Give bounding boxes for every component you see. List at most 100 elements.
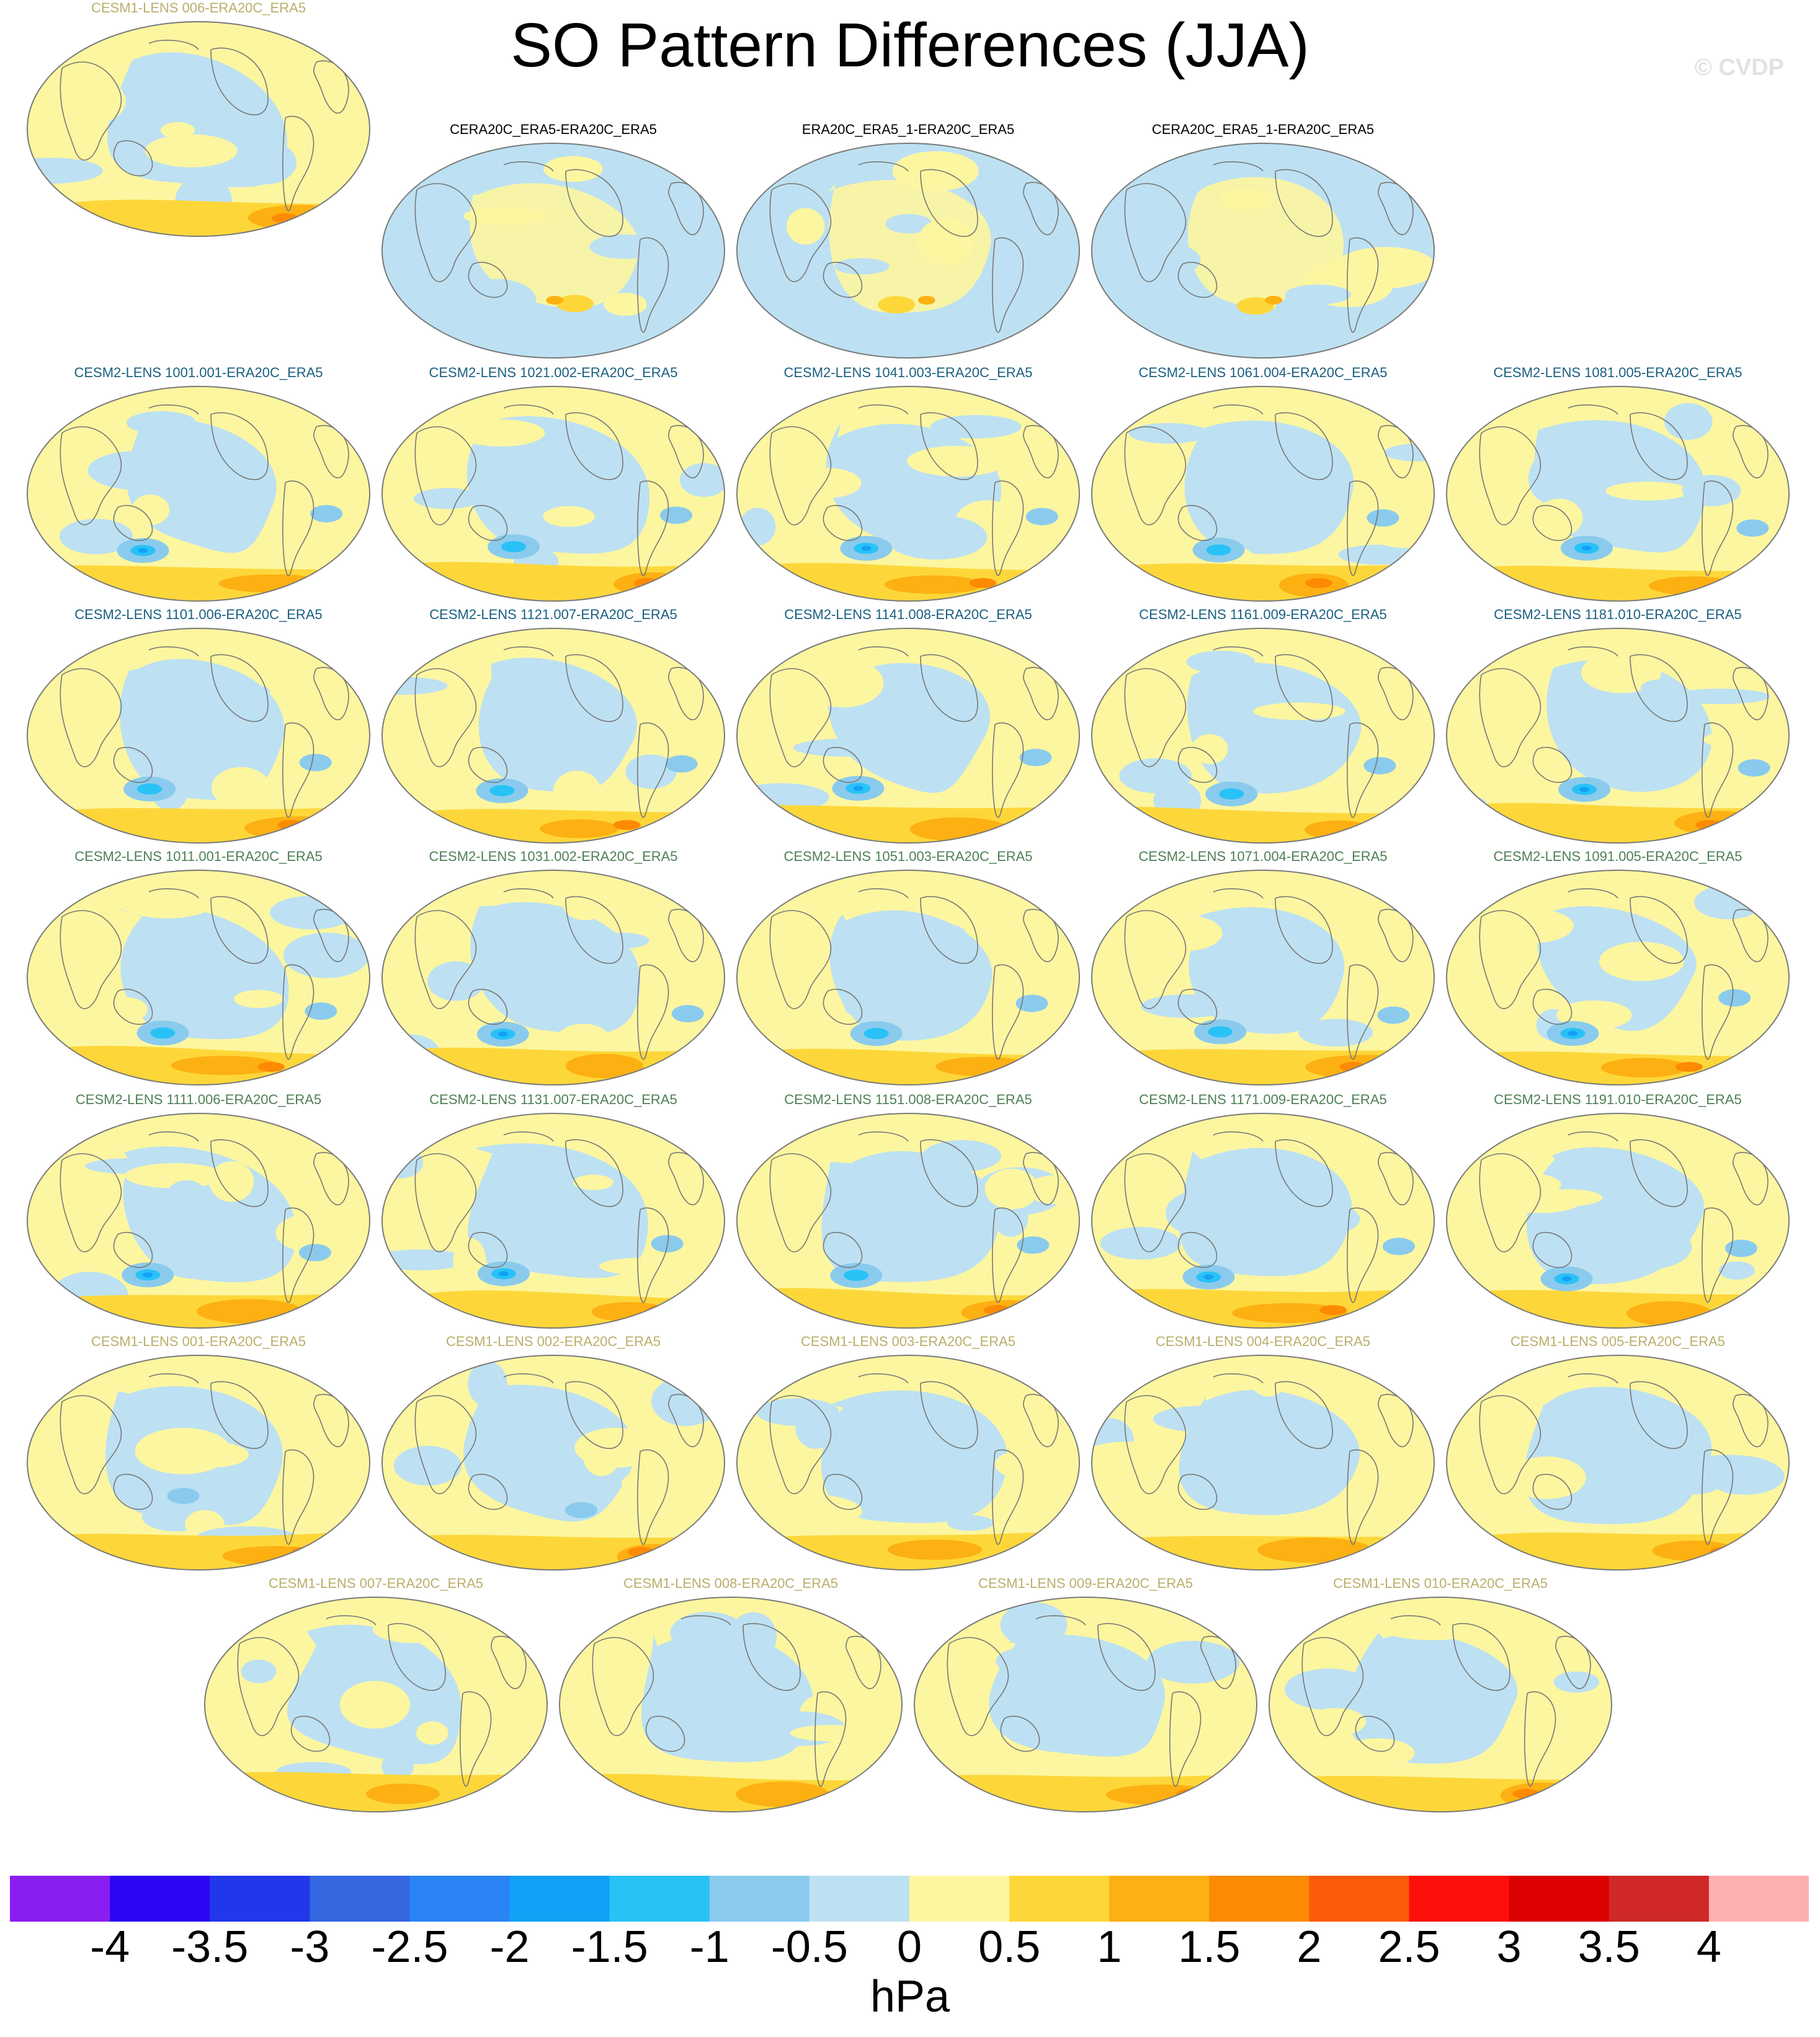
- coastline: [680, 1615, 731, 1626]
- map-plot: [1091, 870, 1435, 1085]
- map-field: [382, 628, 725, 843]
- coastline: [1213, 404, 1264, 415]
- negative-core: [665, 755, 698, 773]
- map-border: [1446, 628, 1790, 844]
- coastline: [282, 480, 314, 576]
- coastline: [769, 1153, 832, 1252]
- anomaly-blob: [762, 1494, 862, 1528]
- coastline: [637, 722, 669, 818]
- coastline: [468, 747, 508, 783]
- coastline: [1213, 1131, 1264, 1142]
- coastline: [282, 1449, 314, 1545]
- positive-core: [1652, 1540, 1737, 1561]
- anomaly-blob: [947, 1515, 994, 1531]
- map-panel: CESM1-LENS 002-ERA20C_ERA5: [380, 1334, 727, 1576]
- anomaly-blob: [790, 1724, 872, 1742]
- map-panel: CESM2-LENS 1141.008-ERA20C_ERA5: [734, 607, 1082, 849]
- southern-ocean-band: [737, 1048, 1079, 1085]
- map-plot: [1446, 870, 1790, 1085]
- negative-core: [1377, 1006, 1410, 1024]
- pacific-anomaly-region: [463, 1384, 636, 1522]
- coastline: [920, 169, 978, 237]
- coastline: [920, 654, 978, 722]
- coastline: [1275, 1139, 1333, 1207]
- anomaly-blob: [583, 1439, 620, 1476]
- coastline: [468, 505, 508, 542]
- map-border: [27, 628, 370, 844]
- anomaly-blob: [339, 1681, 411, 1729]
- coastline: [1355, 1716, 1395, 1752]
- anomaly-blob: [1599, 942, 1684, 981]
- coastline: [60, 668, 122, 767]
- positive-core: [244, 816, 354, 840]
- map-border: [27, 21, 370, 237]
- map-plot: [27, 1113, 370, 1329]
- coastline: [414, 1395, 477, 1494]
- coastline: [148, 40, 199, 50]
- positive-core: [222, 1546, 328, 1566]
- anomaly-blob: [1694, 885, 1763, 920]
- anomaly-blob: [543, 506, 596, 527]
- anomaly-blob: [1000, 1602, 1068, 1647]
- coastline: [282, 1207, 314, 1303]
- coastline: [858, 404, 909, 415]
- anomaly-blob: [834, 258, 890, 275]
- anomaly-blob: [1301, 1204, 1360, 1234]
- coastline: [1532, 1474, 1572, 1510]
- map-panel: CESM2-LENS 1031.002-ERA20C_ERA5: [380, 849, 727, 1090]
- coastline: [1702, 480, 1734, 576]
- anomaly-blob: [543, 156, 603, 182]
- anomaly-blob: [468, 1361, 507, 1407]
- positive-core: [1626, 1301, 1712, 1326]
- anomaly-blob: [258, 641, 313, 672]
- anomaly-blob: [125, 1163, 225, 1188]
- map-panel: CESM2-LENS 1071.004-ERA20C_ERA5: [1089, 849, 1437, 1090]
- colorbar-tick-label: -3.5: [171, 1922, 249, 1972]
- positive-core: [617, 1544, 692, 1569]
- map-field: [914, 1597, 1257, 1812]
- positive-core: [1648, 576, 1738, 595]
- colorbar-tick-label: -3: [290, 1922, 330, 1972]
- coastline: [992, 1449, 1024, 1545]
- panel-title: CESM1-LENS 007-ERA20C_ERA5: [268, 1576, 484, 1591]
- coastline: [60, 1395, 122, 1494]
- map-field: [382, 143, 725, 358]
- coastline: [1479, 910, 1541, 1009]
- colorbar-tick-label: 4: [1696, 1922, 1721, 1972]
- colorbar-swatch: [1209, 1876, 1309, 1922]
- anomaly-blob: [964, 782, 1027, 815]
- coastline: [1275, 169, 1333, 237]
- negative-core: [310, 505, 343, 523]
- coastline: [1124, 910, 1187, 1009]
- anomaly-blob: [1096, 1462, 1161, 1480]
- southern-ocean-band: [1092, 1049, 1434, 1085]
- anomaly-blob: [1102, 239, 1201, 280]
- coastline: [858, 646, 909, 657]
- anomaly-blob: [1581, 651, 1662, 693]
- map-plot: [1091, 628, 1435, 844]
- anomaly-blob: [114, 880, 219, 919]
- southern-ocean-band: [1447, 566, 1789, 601]
- negative-core: [853, 785, 863, 791]
- map-border: [1091, 1355, 1435, 1571]
- anomaly-blob: [622, 1468, 711, 1498]
- map-panel: CESM2-LENS 1011.001-ERA20C_ERA5: [25, 849, 372, 1090]
- pacific-anomaly-region: [829, 180, 991, 313]
- map-plot: [1446, 628, 1790, 844]
- map-field: [1092, 1113, 1434, 1328]
- coastline: [920, 412, 978, 480]
- anomaly-blob: [241, 1659, 277, 1683]
- panel-title: CESM2-LENS 1031.002-ERA20C_ERA5: [429, 849, 678, 864]
- panel-title: CESM1-LENS 003-ERA20C_ERA5: [800, 1334, 1016, 1349]
- coastline: [947, 1637, 1009, 1736]
- map-border: [204, 1597, 548, 1812]
- anomaly-blob: [996, 1649, 1041, 1674]
- anomaly-blob: [132, 494, 170, 525]
- anomaly-blob: [563, 891, 607, 920]
- map-plot: [381, 628, 725, 844]
- panel-title: CESM2-LENS 1071.004-ERA20C_ERA5: [1138, 849, 1388, 864]
- coastline: [60, 1153, 122, 1252]
- anomaly-blob: [1700, 1386, 1749, 1427]
- map-border: [1091, 628, 1435, 844]
- anomaly-blob: [1340, 1738, 1415, 1768]
